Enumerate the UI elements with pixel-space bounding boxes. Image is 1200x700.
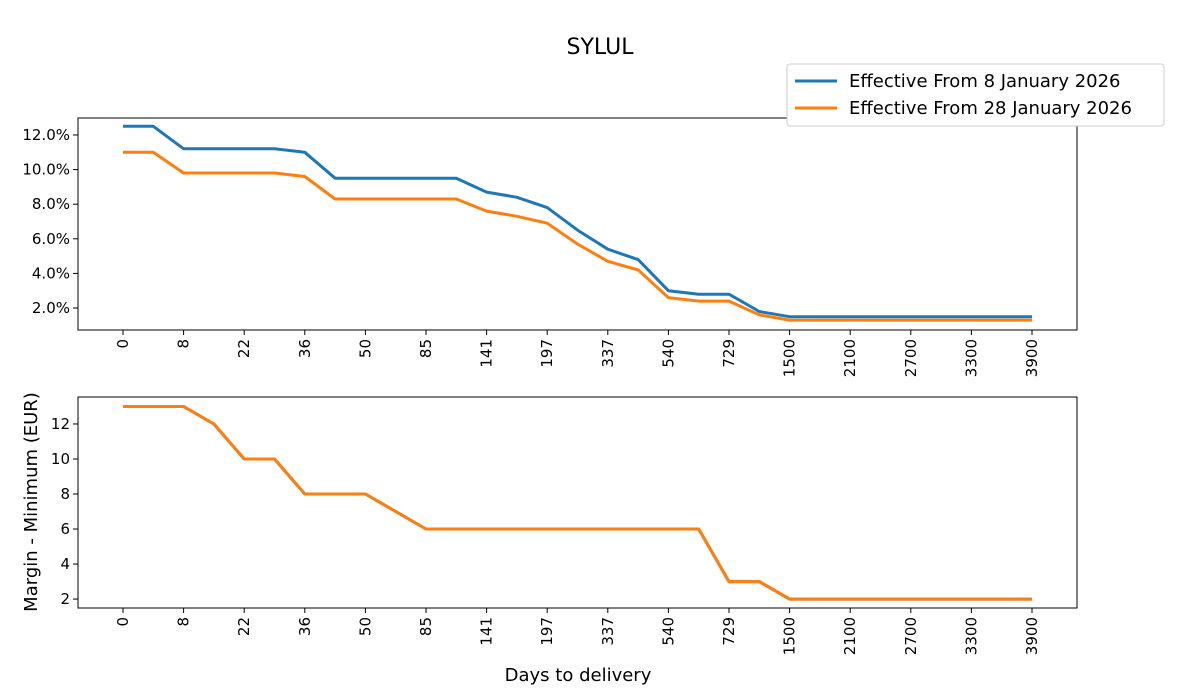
y-tick-label: 2 <box>60 590 70 608</box>
y-axis-label: Margin - Minimum (EUR) <box>21 392 42 612</box>
x-tick-label: 729 <box>720 339 738 368</box>
x-tick-label: 85 <box>417 617 435 636</box>
top-axes: 2.0% 4.0% 6.0% 8.0% 10.0% 12.0% 0 8 22 36 50 85 141 1… <box>22 117 1078 377</box>
series-line-1 <box>123 150 1032 322</box>
legend-label-0: Effective From 8 January 2026 <box>849 71 1121 92</box>
x-tick-label: 22 <box>235 339 253 358</box>
x-tick-label: 540 <box>659 617 677 646</box>
x-tick-label: 197 <box>538 339 556 368</box>
x-axis-label: Days to delivery <box>505 665 652 686</box>
x-tick-label: 2100 <box>841 339 859 377</box>
x-tick-label: 3900 <box>1023 617 1041 655</box>
y-tick-label: 12.0% <box>22 126 70 144</box>
x-tick-label: 2700 <box>902 617 920 655</box>
legend: Effective From 8 January 2026 Effective … <box>786 63 1165 127</box>
x-tick-label: 50 <box>356 617 374 636</box>
x-tick-label: 8 <box>175 617 193 627</box>
y-tick-label: 10.0% <box>22 161 70 179</box>
x-tick-label: 2100 <box>841 617 859 655</box>
x-tick-label: 2700 <box>902 339 920 377</box>
y-tick-label: 2.0% <box>32 299 70 317</box>
plot-frame <box>77 117 1078 331</box>
series-line-0 <box>123 124 1032 319</box>
x-tick-label: 8 <box>175 339 193 349</box>
legend-frame <box>786 63 1165 127</box>
y-tick-label: 12 <box>51 415 70 433</box>
x-tick-label: 22 <box>235 617 253 636</box>
y-tick-label: 10 <box>51 450 70 468</box>
x-tick-label: 197 <box>538 617 556 646</box>
legend-label-1: Effective From 28 January 2026 <box>849 98 1132 119</box>
x-tick-label: 141 <box>478 339 496 368</box>
x-tick-label: 337 <box>599 617 617 646</box>
x-tick-label: 729 <box>720 617 738 646</box>
series-line-0 <box>123 405 1032 601</box>
y-tick-label: 6.0% <box>32 230 70 248</box>
x-tick-label: 1500 <box>781 617 799 655</box>
x-tick-label: 85 <box>417 339 435 358</box>
x-tick-label: 36 <box>296 339 314 358</box>
bottom-axes: 2 4 6 8 10 12 0 8 22 36 50 85 141 197 337 540 729 1500 210… <box>51 396 1078 655</box>
x-tick-label: 50 <box>356 339 374 358</box>
x-tick-label: 3300 <box>962 617 980 655</box>
chart-title: SYLUL <box>567 35 635 60</box>
y-tick-label: 4 <box>60 555 70 573</box>
series-line-1 <box>123 405 1032 601</box>
x-tick-label: 540 <box>659 339 677 368</box>
x-tick-label: 0 <box>114 617 132 627</box>
y-tick-label: 8.0% <box>32 195 70 213</box>
x-tick-label: 3900 <box>1023 339 1041 377</box>
plot-frame <box>77 396 1078 609</box>
y-tick-label: 8 <box>60 485 70 503</box>
y-tick-label: 6 <box>60 520 70 538</box>
x-tick-label: 3300 <box>962 339 980 377</box>
x-tick-label: 1500 <box>781 339 799 377</box>
x-tick-label: 141 <box>478 617 496 646</box>
y-tick-label: 4.0% <box>32 264 70 282</box>
x-tick-label: 36 <box>296 617 314 636</box>
x-tick-label: 0 <box>114 339 132 349</box>
x-tick-label: 337 <box>599 339 617 368</box>
